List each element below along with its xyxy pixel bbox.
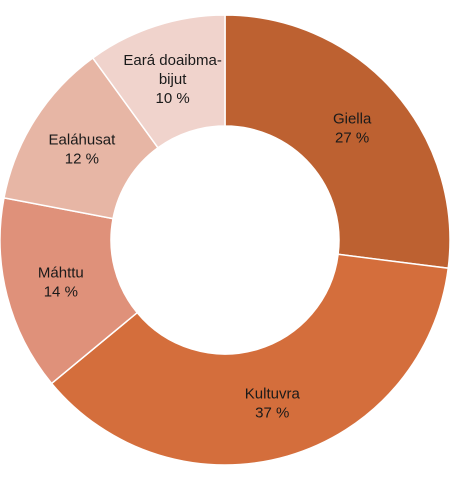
slice-value-label: 27 % [335,129,369,146]
slice-category-label: Ealáhusat [49,132,117,149]
slice-category-label: Giella [333,110,372,127]
label-mahttu: Máhttu 14 % [38,265,84,301]
slice-category-label: Eará doaibma- [123,52,221,69]
label-ealahusat: Ealáhusat 12 % [49,132,117,168]
label-kultuvra: Kultuvra 37 % [245,385,301,421]
donut-labels: Giella 27 % Kultuvra 37 % Máhttu 14 % Ealáhusa… [38,52,372,421]
label-eara-doaibma-bijut: Eará doaibma-bijut 10 % [123,52,221,107]
slice-category-label: Máhttu [38,265,84,282]
slice-value-label: 12 % [65,151,99,168]
label-giella: Giella 27 % [333,110,372,146]
slice-category-label: Kultuvra [245,385,301,402]
slice-eara-doaibma-bijut [91,14,226,149]
slice-kultuvra [50,253,450,466]
donut-slices [0,14,450,466]
slice-value-label: 37 % [255,404,289,421]
slice-value-label: 10 % [156,90,190,107]
slice-category-label: bijut [159,71,187,88]
slice-value-label: 14 % [44,284,78,301]
